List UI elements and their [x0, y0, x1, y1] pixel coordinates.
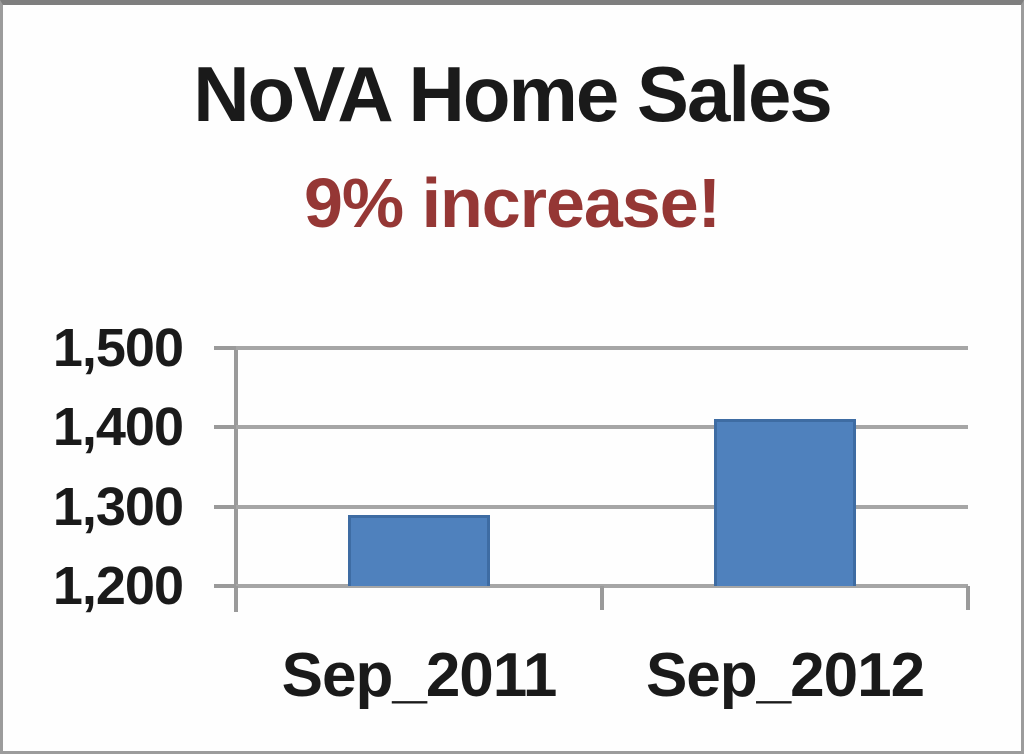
- y-axis-tick-1400: [214, 425, 236, 430]
- y-axis-label-1400: 1,400: [52, 397, 184, 458]
- bar-sep_2011: [348, 514, 490, 586]
- x-axis-tick-1: [600, 586, 604, 610]
- y-axis-tick-1500: [214, 346, 236, 350]
- x-axis-tick-0: [234, 586, 238, 610]
- gridline-1500: [236, 346, 968, 350]
- bar-sep_2012: [714, 419, 856, 586]
- y-axis-label-1200: 1,200: [52, 556, 184, 616]
- y-axis-label-1300: 1,300: [52, 476, 184, 537]
- x-axis-tick-2: [966, 586, 970, 610]
- x-axis-label-sep_2012: Sep_2012: [645, 641, 925, 710]
- y-axis-tick-1200: [214, 584, 236, 588]
- chart-title: NoVA Home Sales: [193, 50, 833, 138]
- gridline-1300: [236, 504, 968, 509]
- plot-area: [236, 346, 968, 588]
- x-axis-label-sep_2011: Sep_2011: [281, 641, 558, 710]
- y-axis-label-1500: 1,500: [52, 318, 184, 378]
- y-axis-line: [234, 346, 238, 612]
- y-axis-tick-1300: [214, 504, 236, 509]
- gridline-1400: [236, 425, 968, 430]
- chart-subtitle: 9% increase!: [303, 164, 721, 242]
